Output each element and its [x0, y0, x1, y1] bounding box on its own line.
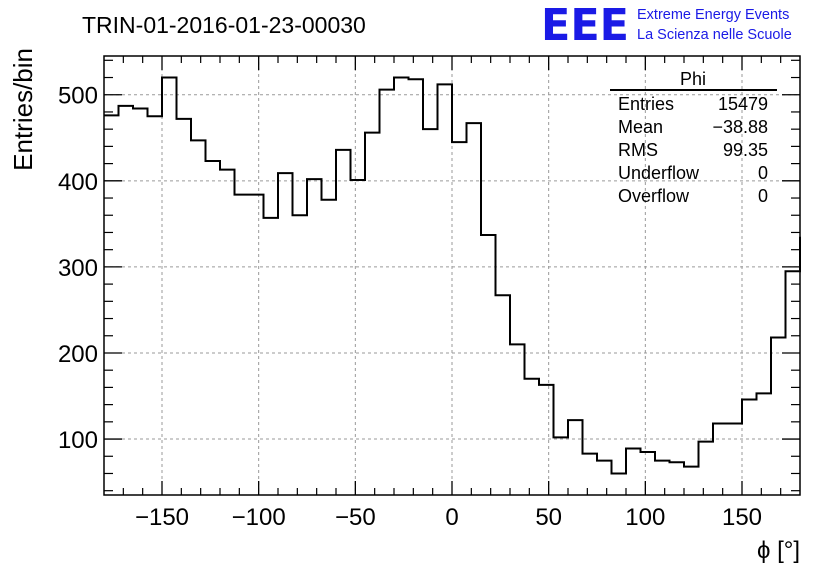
histogram-bin: [670, 462, 685, 495]
x-tick-label: 50: [535, 504, 562, 531]
histogram-bin: [423, 129, 438, 495]
histogram-bin: [684, 467, 699, 495]
histogram-bin: [249, 195, 264, 495]
stats-box-title: Phi: [680, 69, 706, 89]
histogram-bin: [104, 115, 119, 495]
y-tick-label: 400: [58, 169, 98, 196]
histogram-bin: [583, 454, 598, 495]
histogram-bin: [394, 78, 409, 495]
stats-row-label: Mean: [618, 117, 663, 137]
histogram-bin: [655, 461, 670, 495]
histogram-bin: [452, 142, 467, 495]
stats-row-value: −38.88: [712, 117, 768, 137]
stats-row-label: Overflow: [618, 186, 690, 206]
y-tick-label: 500: [58, 83, 98, 110]
logo-line-2: La Scienza nelle Scuole: [637, 27, 792, 43]
x-tick-label: 150: [722, 504, 762, 531]
stats-row-value: 0: [758, 186, 768, 206]
eee-logo-mark: EEE: [541, 0, 629, 51]
histogram-bin: [380, 90, 395, 495]
histogram-bin: [597, 461, 612, 495]
histogram-bin: [220, 170, 235, 495]
stats-row-label: RMS: [618, 140, 658, 160]
stats-row: Overflow 0: [618, 186, 768, 206]
histogram-bin: [699, 442, 714, 495]
histogram-bin: [438, 84, 453, 495]
stats-box: Phi Entries 15479 Mean −38.88 RMS 99.35 …: [610, 69, 777, 206]
histogram-bin: [626, 449, 641, 495]
histogram-bin: [481, 235, 496, 495]
histogram-bin: [539, 385, 554, 495]
stats-row: RMS 99.35: [618, 140, 768, 160]
x-tick-label: 0: [445, 504, 458, 531]
x-tick-label: 100: [625, 504, 665, 531]
histogram-bin: [293, 215, 308, 495]
histogram-bin: [612, 473, 627, 495]
y-tick-label: 100: [58, 427, 98, 454]
stats-row-value: 0: [758, 163, 768, 183]
histogram-bin: [191, 140, 206, 495]
tick-labels: −150 −100 −50 0 50 100 150 100 200 300 400 500: [58, 83, 762, 531]
stats-row: Underflow 0: [618, 163, 768, 183]
histogram-bin: [235, 195, 250, 495]
histogram-bin: [742, 399, 757, 495]
histogram-bin: [322, 200, 337, 495]
stats-row-value: 15479: [718, 94, 768, 114]
stats-row-label: Entries: [618, 94, 674, 114]
histogram-bin: [568, 420, 583, 495]
logo-line-1: Extreme Energy Events: [637, 7, 789, 23]
histogram-bin: [336, 150, 351, 495]
histogram-bin: [554, 437, 569, 495]
histogram-bin: [307, 179, 322, 495]
histogram-bin: [351, 180, 366, 495]
x-axis-label: ϕ [°]: [757, 537, 800, 564]
histogram-bin: [525, 379, 540, 495]
histogram-bin: [728, 424, 743, 495]
histogram-bin: [162, 78, 177, 495]
stats-row: Entries 15479: [618, 94, 768, 114]
histogram-bin: [278, 173, 293, 495]
histogram-bin: [133, 109, 148, 495]
y-axis-label: Entries/bin: [8, 48, 38, 171]
histogram-bin: [496, 295, 511, 495]
chart-title: TRIN-01-2016-01-23-00030: [82, 12, 366, 38]
histogram-bin: [641, 452, 656, 495]
stats-row-label: Underflow: [618, 163, 700, 183]
eee-logo: EEE Extreme Energy Events La Scienza nel…: [541, 0, 792, 51]
histogram-bin: [119, 106, 134, 495]
histogram-bin: [177, 119, 192, 495]
x-tick-label: −150: [135, 504, 189, 531]
histogram-bin: [409, 79, 424, 495]
histogram-bin: [510, 344, 525, 495]
y-tick-label: 300: [58, 255, 98, 282]
histogram-bin: [365, 133, 380, 495]
histogram-bin: [148, 116, 163, 495]
histogram-bin: [467, 123, 482, 495]
histogram-bin: [757, 393, 772, 495]
histogram-bin: [713, 424, 728, 495]
stats-row-value: 99.35: [723, 140, 768, 160]
x-tick-label: −100: [232, 504, 286, 531]
histogram-bin: [206, 161, 221, 495]
histogram-bin: [771, 337, 786, 495]
plot-frame: [103, 55, 801, 496]
histogram-bins: [104, 78, 800, 495]
histogram-bin: [786, 271, 801, 495]
x-tick-label: −50: [335, 504, 376, 531]
axis-ticks: [104, 56, 800, 495]
histogram-outline: [104, 76, 801, 475]
stats-row: Mean −38.88: [618, 117, 768, 137]
histogram-bin: [264, 218, 279, 495]
y-tick-label: 200: [58, 341, 98, 368]
